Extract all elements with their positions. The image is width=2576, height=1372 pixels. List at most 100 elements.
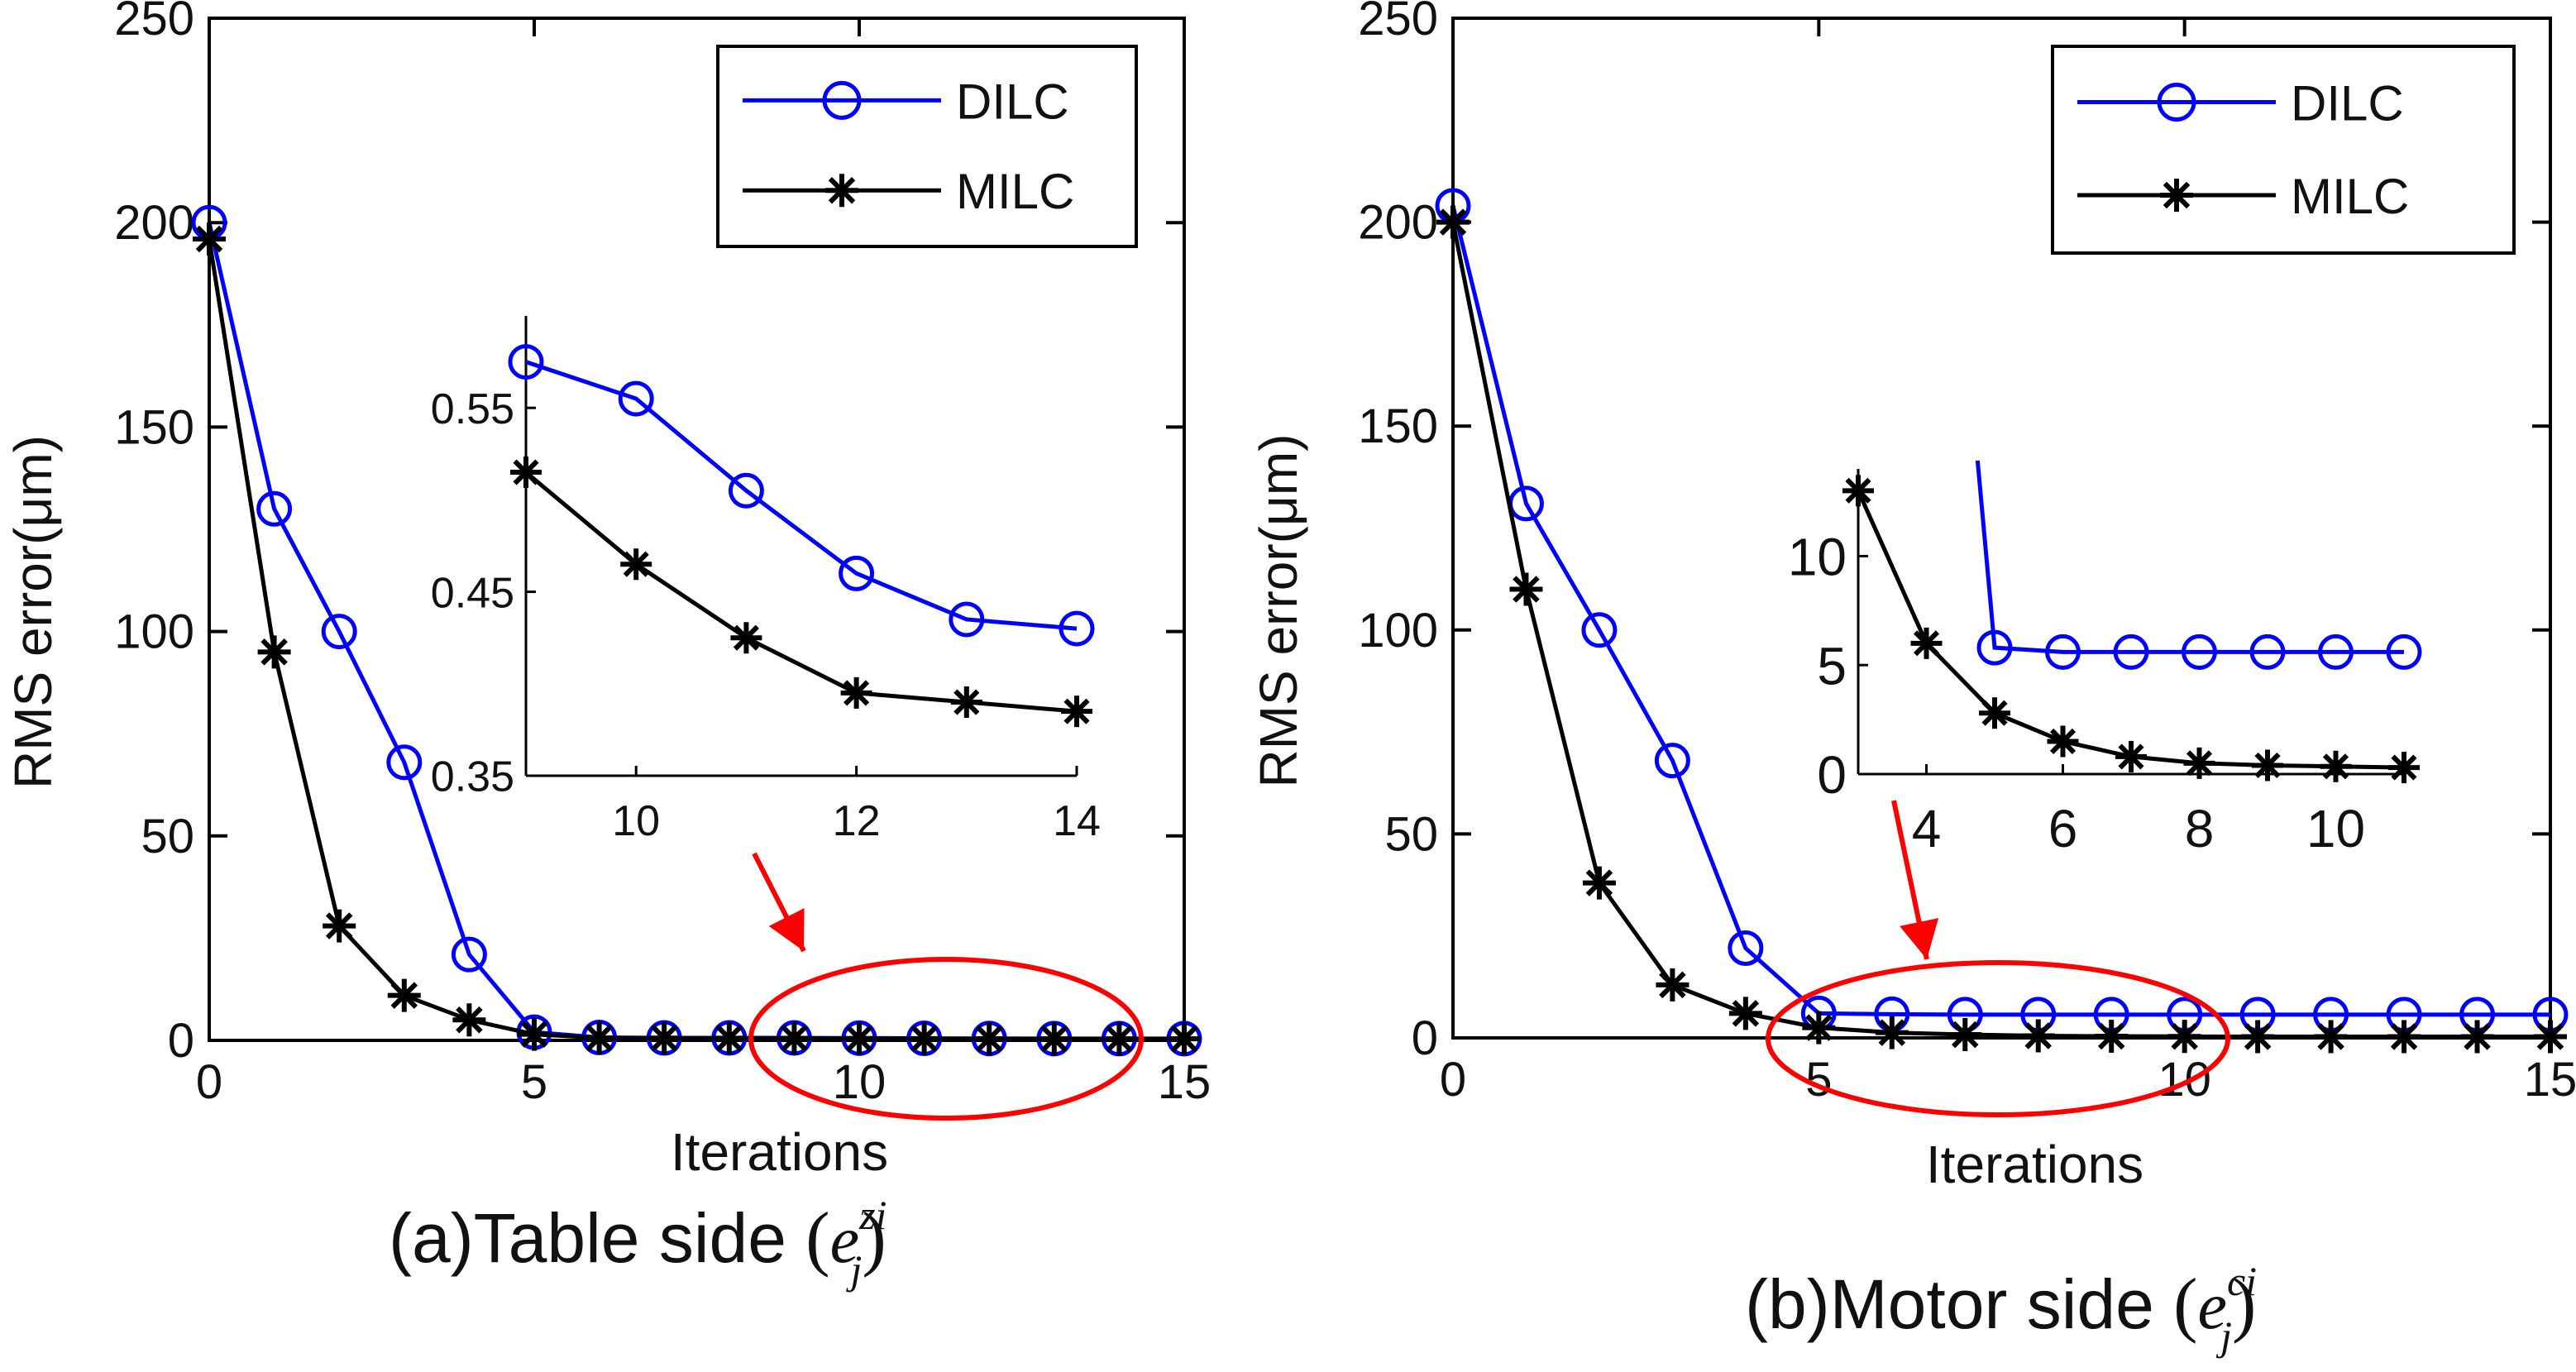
caption-b: (b)Motor side (ecij): [1745, 1258, 2258, 1359]
series-line-milc: [1450, 222, 2550, 1040]
data-point-milc: [777, 1021, 811, 1055]
data-point-milc: [452, 1003, 486, 1037]
x-axis-label: Iterations: [671, 1122, 888, 1182]
inset-data-point-dilc: [728, 472, 764, 509]
legend-label-dilc: DILC: [956, 74, 1069, 129]
data-point-milc: [973, 1022, 1006, 1056]
x-tick-label: 5: [521, 1055, 547, 1109]
inset-x-tick-label: 10: [2306, 799, 2365, 858]
inset-data-point-milc: [1061, 696, 1092, 728]
x-tick-label: 5: [1805, 1053, 1832, 1107]
legend-label-milc: MILC: [2291, 169, 2409, 224]
inset-series-line-dilc: [525, 360, 1078, 631]
data-point-milc: [518, 1017, 551, 1051]
y-tick-label: 100: [1358, 604, 1438, 657]
data-point-milc: [193, 222, 226, 256]
inset-x-tick-label: 12: [833, 797, 881, 845]
x-tick-label: 0: [1440, 1053, 1466, 1107]
inset-data-point-milc: [2183, 747, 2215, 779]
inset-data-point-milc: [1910, 627, 1943, 659]
inset-series-line-milc: [524, 471, 1078, 714]
data-point-dilc: [256, 490, 293, 527]
inset-data-point-dilc: [1976, 629, 2013, 666]
data-point-dilc: [1581, 612, 1618, 648]
data-point-milc: [2167, 1020, 2201, 1054]
inset-data-point-dilc: [2045, 633, 2081, 670]
y-tick-label: 50: [1384, 807, 1438, 861]
legend-box: [716, 45, 1138, 248]
legend-marker-dilc: [822, 80, 862, 120]
highlight-arrow-head: [1900, 918, 1939, 959]
data-point-milc: [1656, 968, 1689, 1002]
caption-b-sup: ci: [2226, 1258, 2258, 1304]
x-tick-label: 15: [1158, 1055, 1212, 1109]
data-point-milc: [1037, 1022, 1071, 1056]
legend-label-dilc: DILC: [2291, 76, 2404, 131]
data-point-milc: [1436, 205, 1470, 239]
inset-x-tick-label: 14: [1053, 797, 1101, 845]
data-point-milc: [1728, 997, 1762, 1030]
inset-y-tick-label: 5: [1817, 636, 1847, 696]
x-axis-label: Iterations: [1926, 1135, 2143, 1194]
caption-b-sub: j: [2220, 1312, 2232, 1359]
inset-background: [1858, 461, 2404, 774]
data-point-milc: [843, 1021, 876, 1055]
data-point-milc: [2095, 1020, 2129, 1054]
highlight-ellipse: [748, 957, 1144, 1121]
caption-b-text: (b)Motor side: [1745, 1265, 2154, 1343]
x-tick-label: 10: [2158, 1053, 2211, 1107]
data-point-milc: [1948, 1018, 1982, 1052]
series-line-dilc: [1450, 205, 2550, 1017]
inset-chart: 10 12 14 0.35 0.45 0.55: [431, 308, 1101, 845]
inset-data-point-milc: [510, 457, 542, 489]
x-tick-label: 15: [2524, 1053, 2576, 1107]
data-point-milc: [648, 1021, 681, 1055]
inset-y-tick-label: 0.45: [431, 569, 514, 617]
legend-marker-milc: [825, 174, 858, 208]
caption-b-e: e: [2197, 1270, 2227, 1343]
data-point-milc: [1102, 1022, 1136, 1056]
inset-background: [526, 308, 1077, 776]
data-point-dilc: [321, 614, 357, 650]
inset-data-point-dilc: [508, 344, 544, 380]
inset-data-point-milc: [2388, 752, 2420, 784]
inset-x-tick-label: 8: [2185, 799, 2215, 858]
y-tick-label: 200: [1358, 196, 1438, 250]
inset-data-point-milc: [2047, 725, 2079, 758]
data-point-dilc: [386, 744, 423, 781]
inset-series-line-dilc: [1975, 460, 2404, 654]
data-point-milc: [387, 978, 421, 1012]
highlight-ellipse: [1766, 960, 2230, 1117]
data-point-milc: [257, 635, 291, 669]
inset-data-point-dilc: [949, 601, 985, 638]
data-point-dilc: [1654, 743, 1690, 779]
legend: DILC MILC: [716, 45, 1138, 248]
y-tick-label: 150: [1358, 399, 1438, 453]
highlight-arrow-head: [768, 908, 805, 951]
data-point-milc: [1582, 866, 1616, 900]
inset-data-point-dilc: [839, 555, 875, 591]
inset-data-point-dilc: [2182, 633, 2217, 670]
y-axis-label: RMS error(μm): [1249, 434, 1308, 788]
series-line-milc: [207, 238, 1184, 1041]
data-point-dilc: [451, 936, 487, 973]
caption-a-text: (a)Table side: [389, 1199, 786, 1277]
legend: DILC MILC: [2051, 45, 2516, 255]
y-tick-label: 100: [114, 605, 194, 659]
data-point-milc: [1509, 572, 1543, 606]
inset-data-point-dilc: [2113, 633, 2149, 670]
legend-marker-dilc: [2157, 83, 2196, 122]
inset-x-tick-label: 4: [1912, 799, 1942, 858]
data-point-milc: [1875, 1016, 1909, 1049]
data-point-milc: [1168, 1022, 1201, 1056]
inset-data-point-milc: [620, 548, 652, 581]
data-point-milc: [2460, 1020, 2494, 1054]
inset-data-point-dilc: [2249, 633, 2286, 670]
data-point-milc: [2387, 1020, 2421, 1054]
caption-a-sup: zi: [859, 1192, 887, 1238]
data-point-milc: [2241, 1020, 2275, 1054]
inset-chart: 4 6 8 10 0 5 10: [1788, 460, 2422, 858]
inset-data-point-milc: [1842, 475, 1874, 507]
